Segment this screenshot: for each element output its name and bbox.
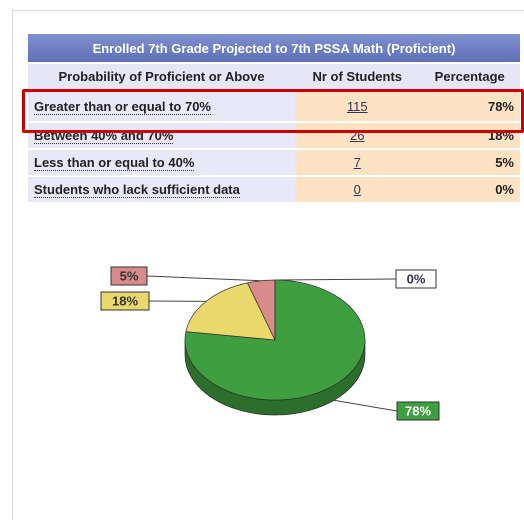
leader-line bbox=[275, 279, 396, 280]
leader-line bbox=[147, 276, 261, 281]
value-label: 5% bbox=[120, 268, 139, 283]
value-label: 18% bbox=[112, 293, 138, 308]
leader-line bbox=[334, 400, 397, 411]
value-label: 78% bbox=[405, 403, 431, 418]
value-label: 0% bbox=[407, 271, 426, 286]
